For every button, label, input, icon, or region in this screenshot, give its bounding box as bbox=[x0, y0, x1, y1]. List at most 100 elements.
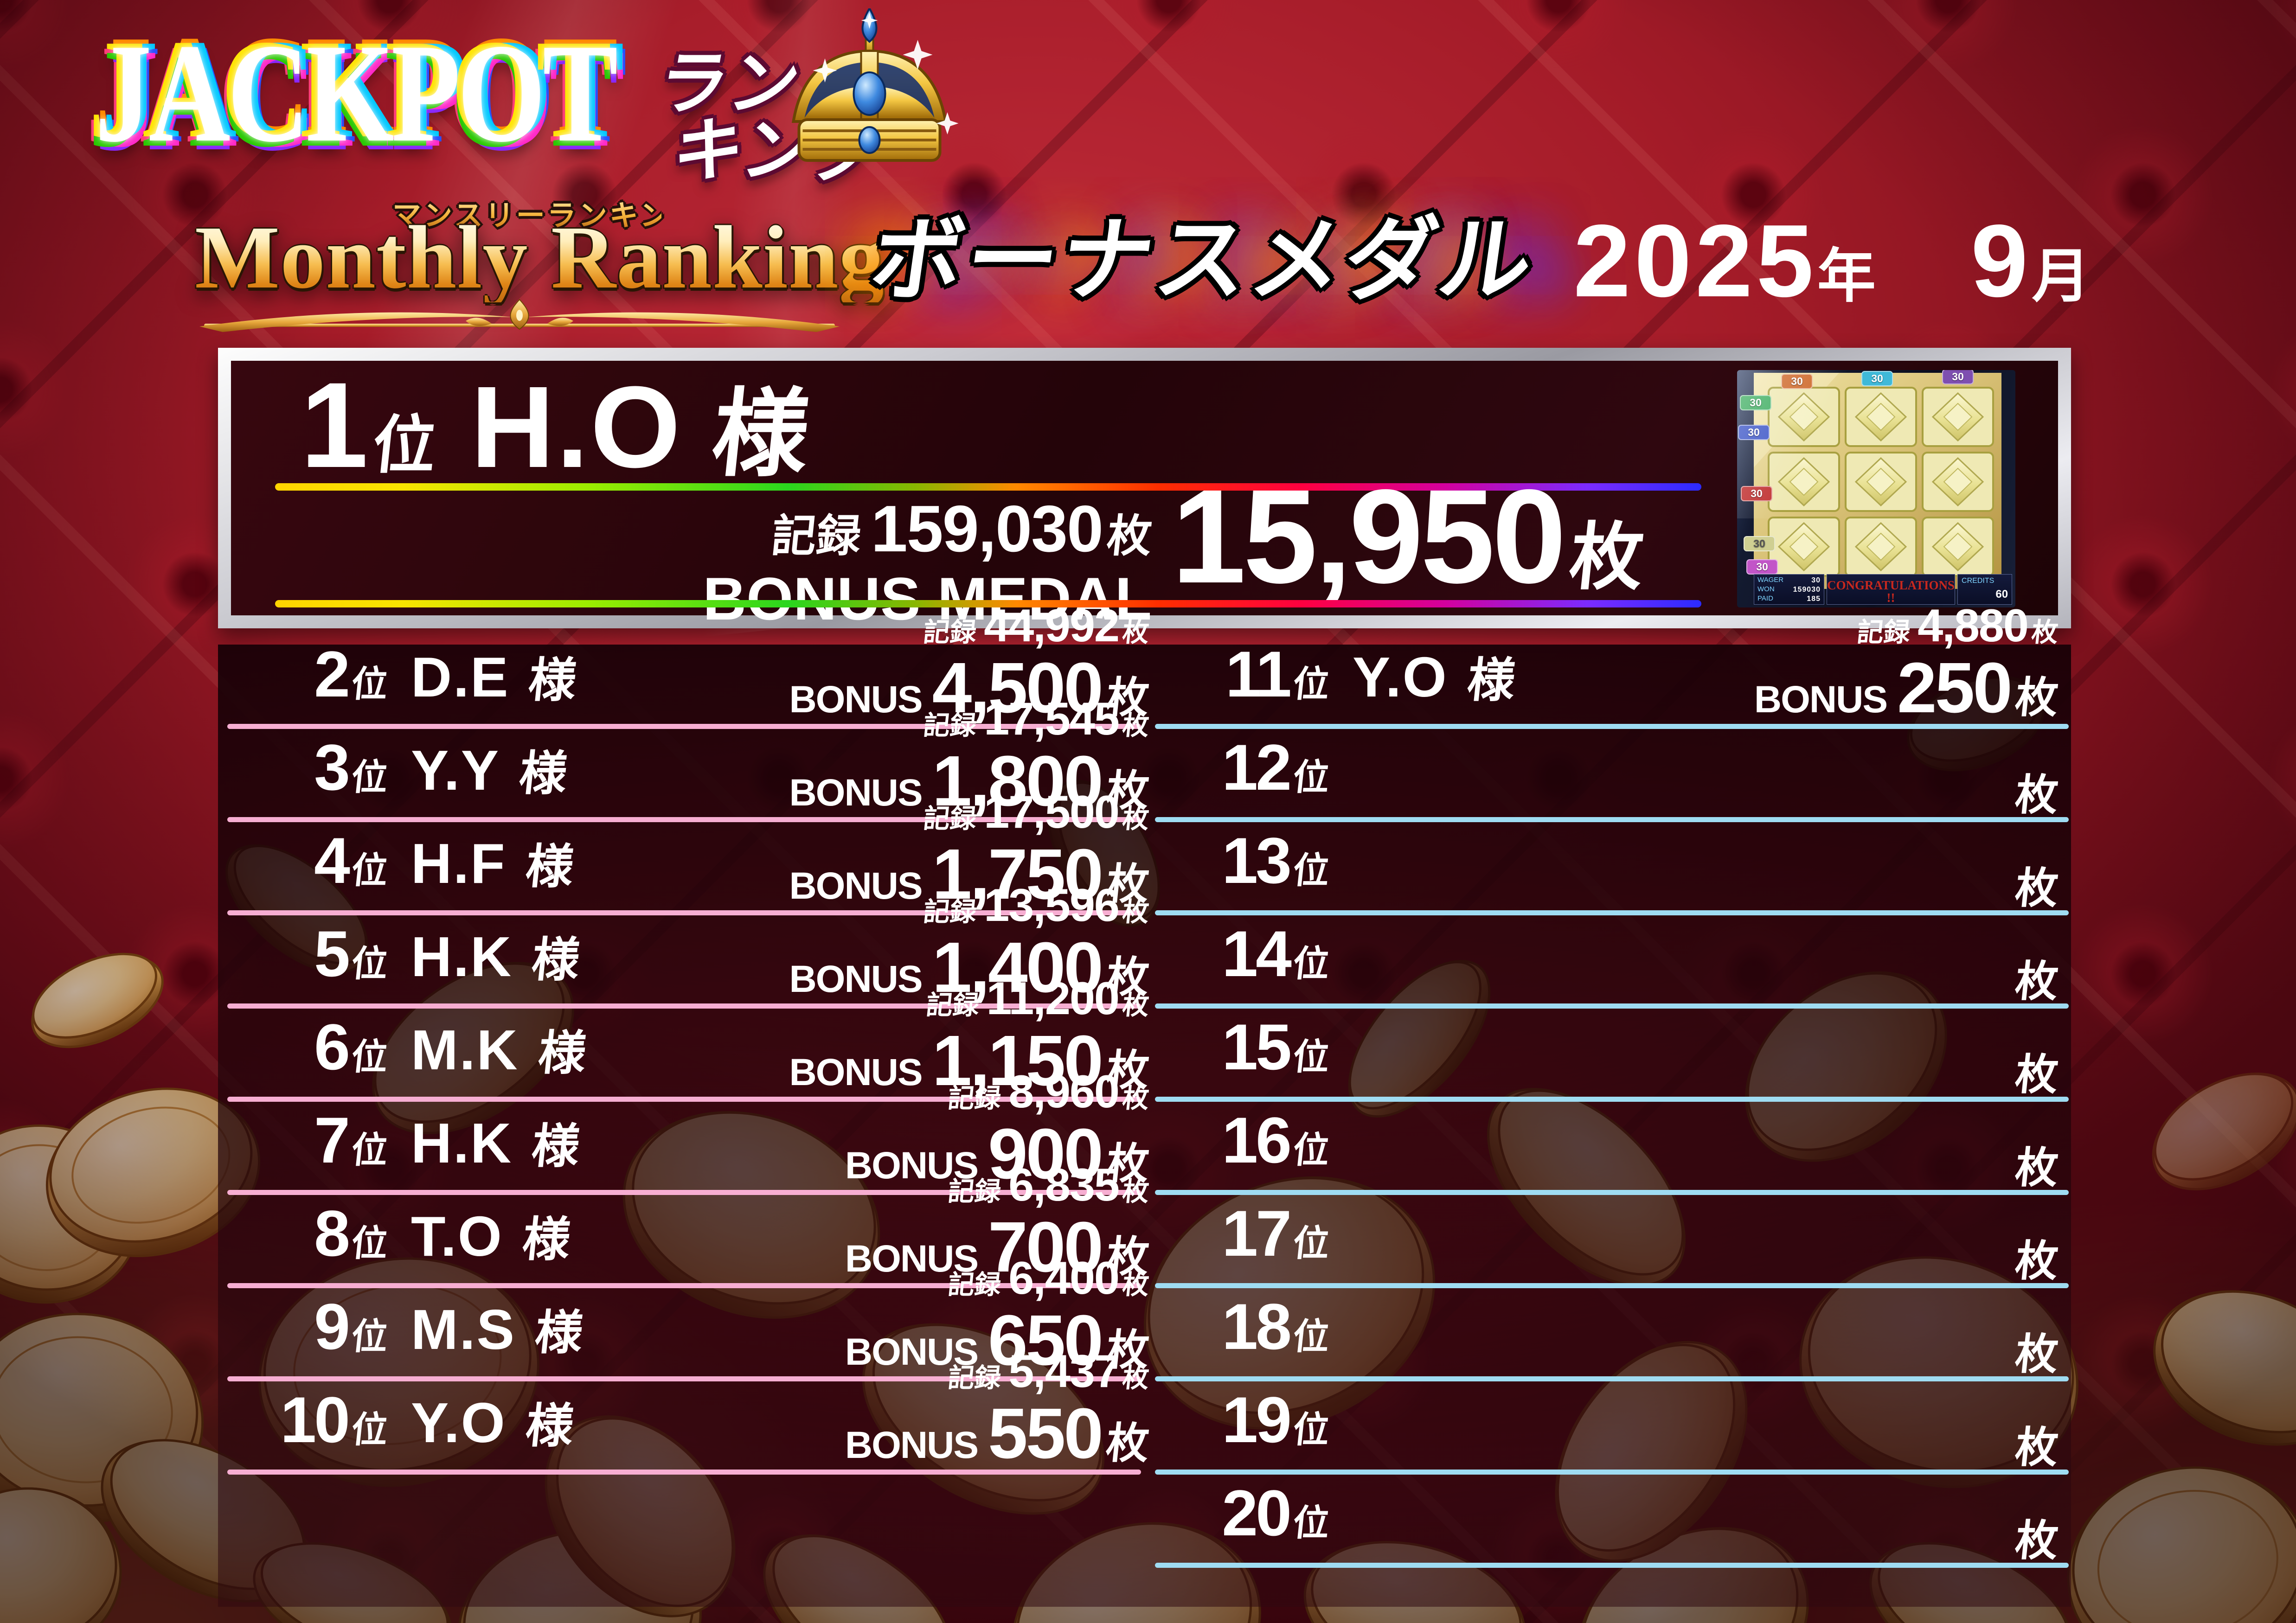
rank-label: 8位 T.O 様 bbox=[259, 1201, 573, 1266]
rank-number: 11 bbox=[1225, 638, 1292, 710]
row-values: 記録 4,880枚 BONUS 250枚 bbox=[1754, 602, 2061, 723]
rank-number: 16 bbox=[1222, 1104, 1292, 1176]
rank-label: 13位 bbox=[1186, 824, 1332, 897]
bonus-unit: 枚 bbox=[2013, 958, 2061, 1005]
rank-label: 14位 bbox=[1186, 917, 1332, 990]
monthly-ranking-title: Monthly Ranking bbox=[195, 207, 885, 307]
bonus-label: BONUS bbox=[789, 678, 923, 721]
record-value: 44,992 bbox=[984, 600, 1120, 651]
wager-value: 30 bbox=[1811, 576, 1821, 584]
rank-label: 7位 H.K 様 bbox=[259, 1104, 582, 1176]
ranking-row-10: 10位 Y.O 様 記録 5,437枚 BONUS 550枚 bbox=[218, 1348, 2071, 1475]
bet-chip: 30 bbox=[1861, 371, 1893, 386]
paid-label: PAID bbox=[1757, 594, 1773, 602]
rank-label: 19位 bbox=[1186, 1383, 1332, 1456]
player-name: H.K bbox=[411, 1112, 513, 1175]
credits-label: CREDITS bbox=[1962, 577, 1995, 585]
rank-number: 17 bbox=[1222, 1197, 1292, 1270]
rank-label: 18位 bbox=[1186, 1290, 1332, 1363]
bonus-unit: 枚 bbox=[2013, 1331, 2061, 1378]
ranking-row-18: 18位枚 bbox=[218, 1294, 2071, 1381]
rank-label: 6位 M.K 様 bbox=[259, 1015, 589, 1081]
row-values: 記録 17,500枚 BONUS 1,750枚 bbox=[789, 789, 1151, 910]
ranking-row-16: 16位枚 bbox=[218, 1108, 2071, 1195]
wager-label: WAGER bbox=[1757, 576, 1784, 584]
bonus-unit: 枚 bbox=[2013, 1144, 2061, 1192]
row-separator bbox=[227, 1470, 1141, 1475]
rank-number: 5 bbox=[314, 917, 350, 990]
ranking-row-6: 6位 M.K 様 記録 11,200枚 BONUS 1,150枚 bbox=[218, 975, 2071, 1102]
record-label: 記録 bbox=[1855, 618, 1912, 647]
bonus-unit: 枚 bbox=[2013, 1517, 2061, 1565]
ranking-row-14: 14位枚 bbox=[218, 921, 2071, 1009]
credits-panel: CREDITS 60 bbox=[1957, 574, 2013, 605]
ranking-row-3: 3位 Y.Y 様 記録 17,545枚 BONUS 1,800枚 bbox=[218, 696, 2071, 822]
row-separator bbox=[227, 817, 1141, 822]
row-separator bbox=[227, 1190, 1141, 1195]
rank-number: 7 bbox=[314, 1104, 350, 1176]
row-values: 枚 bbox=[2011, 1517, 2061, 1565]
bonus-label: BONUS bbox=[845, 1331, 979, 1373]
rank-number: 9 bbox=[314, 1290, 350, 1363]
first-place-title: 1位 H.O 様 bbox=[301, 364, 814, 488]
rank-label: 17位 bbox=[1186, 1197, 1332, 1270]
ranking-row-11: 11位 Y.O 様記録 4,880枚 BONUS 250枚 bbox=[218, 602, 2071, 729]
rank-unit: 位 bbox=[1291, 1316, 1332, 1357]
rank-unit: 位 bbox=[1291, 943, 1332, 984]
bonus-value: 700 bbox=[988, 1207, 1103, 1287]
bonus-label: BONUS bbox=[1754, 678, 1888, 721]
record-unit: 枚 bbox=[1121, 618, 1151, 647]
ranking-row-19: 19位枚 bbox=[218, 1387, 2071, 1475]
bonus-value: 900 bbox=[988, 1114, 1103, 1194]
bonus-unit: 枚 bbox=[2013, 1051, 2061, 1099]
row-values: 記録 5,437枚 BONUS 550枚 bbox=[845, 1348, 1151, 1469]
row-separator bbox=[1155, 817, 2069, 822]
bonus-value: 4,500 bbox=[932, 648, 1103, 728]
record-value: 13,596 bbox=[984, 879, 1120, 931]
rank-label: 3位 Y.Y 様 bbox=[259, 731, 570, 804]
rank-unit: 位 bbox=[1291, 757, 1332, 798]
row-separator bbox=[227, 910, 1141, 915]
ranking-panel: 2位 D.E 様記録 44,992枚 BONUS 4,500枚 3位 Y.Y 様記録 17,54… bbox=[218, 602, 2071, 1607]
bonus-unit: 枚 bbox=[2013, 674, 2061, 722]
row-separator bbox=[1155, 1097, 2069, 1102]
row-values: 記録 44,992枚 BONUS 4,500枚 bbox=[789, 600, 1151, 723]
won-label: WON bbox=[1757, 585, 1775, 593]
bonus-label: BONUS bbox=[789, 772, 923, 814]
rank-number: 3 bbox=[314, 731, 350, 804]
rank-unit: 位 bbox=[1291, 1223, 1332, 1264]
player-name: H.F bbox=[411, 832, 507, 895]
row-values: 記録 11,200枚 BONUS 1,150枚 bbox=[789, 975, 1151, 1096]
rank-number: 13 bbox=[1222, 824, 1292, 897]
congratulations-message: CONGRATULATIONS !! bbox=[1827, 578, 1955, 605]
row-values: 枚 bbox=[2011, 1144, 2061, 1192]
row-values: 枚 bbox=[2011, 1051, 2061, 1099]
rank-unit: 位 bbox=[1291, 1409, 1332, 1450]
row-separator bbox=[1155, 910, 2069, 915]
period-label: 2025年 9月 bbox=[1573, 210, 2090, 313]
won-value: 159030 bbox=[1793, 586, 1821, 594]
year-value: 2025 bbox=[1573, 204, 1817, 319]
rank-number: 19 bbox=[1222, 1383, 1292, 1456]
player-name: D.E bbox=[411, 645, 510, 709]
rank-number: 14 bbox=[1222, 917, 1292, 990]
honorific: 様 bbox=[707, 381, 815, 487]
wager-panel: WAGER 30 WON 159030 PAID 185 bbox=[1754, 574, 1824, 605]
player-name: Y.O bbox=[1353, 645, 1448, 709]
bonus-value: 1,400 bbox=[932, 927, 1103, 1007]
row-values: 記録 8,960枚 BONUS 900枚 bbox=[845, 1068, 1151, 1189]
rank-label: 9位 M.S 様 bbox=[259, 1290, 585, 1363]
rank-unit: 位 bbox=[1291, 850, 1332, 891]
row-separator bbox=[1155, 1376, 2069, 1381]
rank-number: 20 bbox=[1222, 1476, 1292, 1549]
record-label: 記録 bbox=[922, 618, 978, 647]
player-name: M.K bbox=[411, 1018, 519, 1081]
rank-number: 18 bbox=[1222, 1290, 1292, 1363]
first-place-box-inner: 1位 H.O 様 記録 159,030枚 BONUS MEDAL 15,950枚 bbox=[231, 361, 2058, 629]
rank-label: 10位 Y.O 様 bbox=[259, 1387, 576, 1453]
row-values: 記録 6,400枚 BONUS 650枚 bbox=[845, 1255, 1151, 1376]
bet-chip: 30 bbox=[1738, 425, 1770, 440]
rank-label: 20位 bbox=[1186, 1476, 1331, 1549]
bonus-value: 15,950 bbox=[1172, 462, 1566, 611]
